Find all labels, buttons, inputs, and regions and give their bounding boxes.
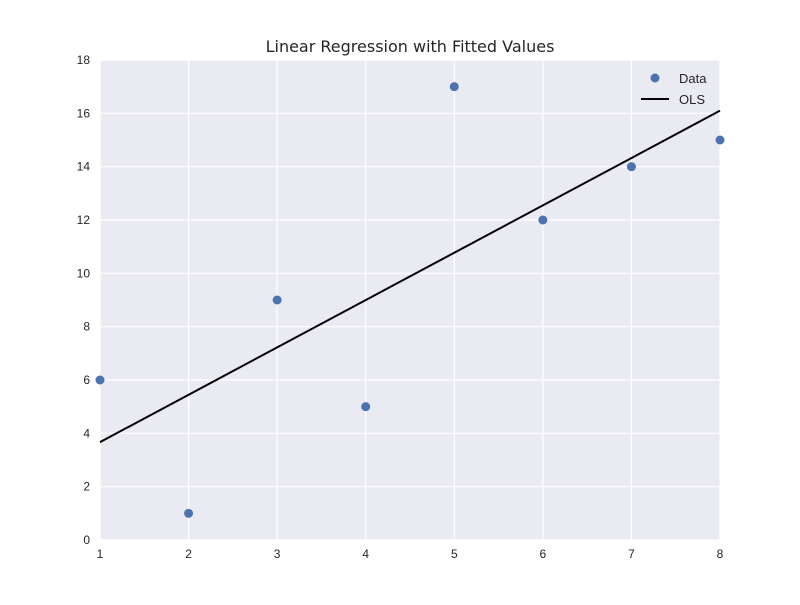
y-tick-label-8: 16 xyxy=(77,106,91,120)
x-tick-label-1: 2 xyxy=(185,547,192,561)
legend: Data OLS xyxy=(641,71,707,107)
plot-area xyxy=(100,60,720,540)
y-tick-label-3: 6 xyxy=(83,373,90,387)
x-tick-label-4: 5 xyxy=(451,547,458,561)
y-tick-label-2: 4 xyxy=(83,426,90,440)
ols-series xyxy=(99,109,721,444)
x-tick-label-3: 4 xyxy=(362,547,369,561)
y-tick-label-5: 10 xyxy=(77,266,91,280)
ols-line xyxy=(99,109,721,444)
data-point-2 xyxy=(272,295,282,305)
data-point-1 xyxy=(184,508,194,518)
x-tick-label-2: 3 xyxy=(274,547,281,561)
x-tick-label-6: 7 xyxy=(628,547,635,561)
y-tick-label-1: 2 xyxy=(83,480,90,494)
y-tick-label-9: 18 xyxy=(77,53,91,67)
grid-lines xyxy=(99,59,721,541)
data-point-3 xyxy=(361,402,371,412)
x-tick-label-7: 8 xyxy=(717,547,724,561)
data-point-6 xyxy=(626,162,636,172)
legend-label-data: Data xyxy=(679,71,707,86)
legend-marker-data xyxy=(650,73,660,83)
data-point-7 xyxy=(715,135,725,145)
data-point-5 xyxy=(538,215,548,225)
data-point-4 xyxy=(449,82,459,92)
y-tick-label-4: 8 xyxy=(83,320,90,334)
data-series xyxy=(95,82,725,518)
chart-title: Linear Regression with Fitted Values xyxy=(266,37,555,56)
data-point-0 xyxy=(95,375,105,385)
x-tick-label-5: 6 xyxy=(540,547,547,561)
y-tick-labels: 0 2 4 6 8 10 12 14 16 18 xyxy=(77,53,91,547)
y-tick-label-7: 14 xyxy=(77,160,91,174)
y-tick-label-0: 0 xyxy=(83,533,90,547)
y-tick-label-6: 12 xyxy=(77,213,91,227)
legend-label-ols: OLS xyxy=(679,92,705,107)
x-tick-labels: 1 2 3 4 5 6 7 8 xyxy=(97,547,724,561)
x-tick-label-0: 1 xyxy=(97,547,104,561)
